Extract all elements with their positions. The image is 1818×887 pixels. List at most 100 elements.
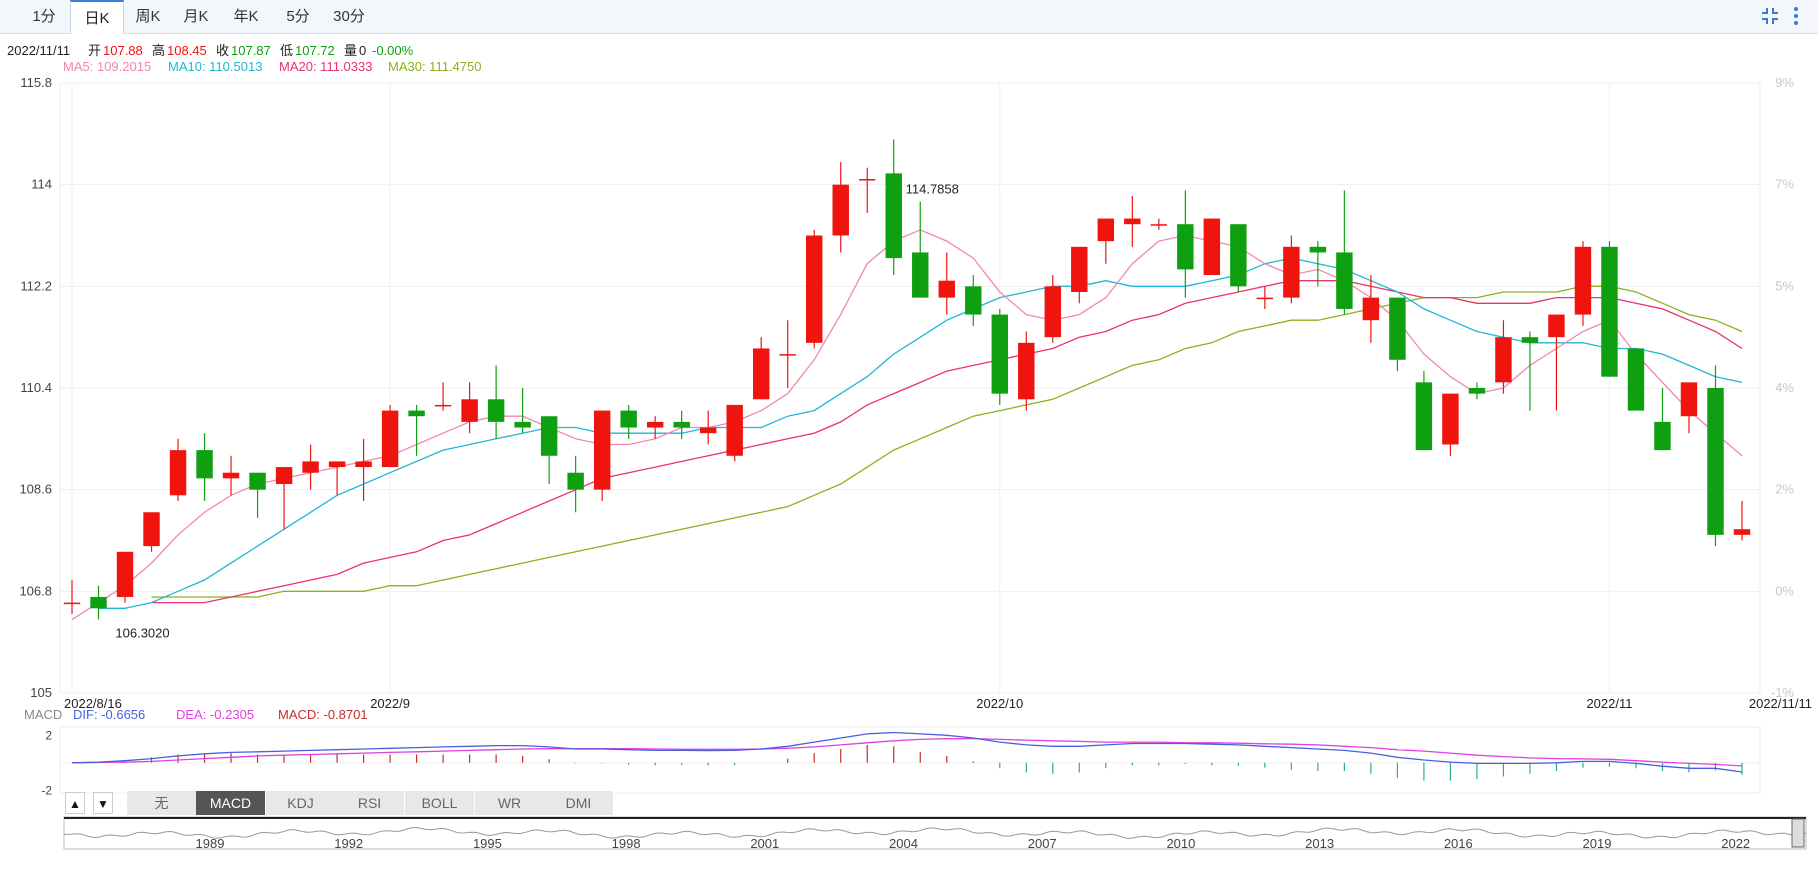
candle: [461, 382, 478, 434]
stock-chart[interactable]: 2022/11/11 开 107.88 高 108.45 收 107.87 低 …: [0, 35, 1818, 887]
price-tick-label: 106.8: [19, 583, 52, 598]
candle: [408, 404, 425, 456]
info-vol-label: 量: [344, 43, 357, 58]
candle: [1468, 382, 1486, 400]
candle: [222, 455, 240, 496]
candle-body: [1283, 246, 1300, 298]
indicator-none[interactable]: 无: [127, 791, 197, 815]
overview-year-label: 1989: [196, 836, 225, 851]
candle-body: [1177, 224, 1194, 270]
indicator-boll[interactable]: BOLL: [405, 791, 475, 815]
candle-body: [1044, 286, 1062, 338]
candle-body: [1680, 382, 1698, 417]
candle-body: [328, 461, 346, 468]
candle: [1362, 275, 1380, 343]
overview-year-label: 2022: [1721, 836, 1750, 851]
candle: [1203, 218, 1221, 276]
overview-year-label: 1998: [612, 836, 641, 851]
overview-year-label: 2016: [1444, 836, 1473, 851]
info-low-label: 低: [280, 43, 293, 58]
candle: [620, 404, 637, 439]
candle: [1230, 224, 1247, 292]
tab-yearly-k[interactable]: 年K: [233, 8, 259, 25]
overview-year-label: 2007: [1028, 836, 1057, 851]
tab-daily-k[interactable]: 日K: [70, 0, 124, 34]
tab-monthly-k[interactable]: 月K: [183, 8, 209, 25]
candle: [779, 320, 796, 388]
candle-body: [461, 399, 478, 422]
macd-tick-label: 2: [45, 728, 52, 742]
candle: [1071, 246, 1088, 304]
candle: [302, 444, 319, 490]
candle-body: [912, 252, 929, 298]
candle: [912, 201, 929, 298]
candle: [1627, 348, 1645, 411]
scroll-down-button[interactable]: ▼: [93, 792, 113, 814]
candle-body: [1548, 314, 1565, 338]
candle-body: [116, 551, 134, 597]
dif-line: [71, 731, 1743, 773]
candle: [567, 455, 584, 513]
more-options-icon[interactable]: [1794, 7, 1798, 25]
candle-body: [63, 602, 81, 605]
candle: [1177, 190, 1194, 298]
candle: [806, 229, 823, 349]
overview-year-label: 2010: [1166, 836, 1195, 851]
macd-tick-label: -2: [41, 783, 52, 797]
candle-body: [1230, 224, 1247, 287]
price-axis: 115.8 114 112.2 110.4 108.6 106.8 105: [19, 75, 52, 700]
candle-body: [1574, 246, 1592, 315]
percent-tick-label: -1%: [1771, 685, 1795, 700]
candle: [1336, 190, 1353, 315]
chart-grid: [59, 82, 1761, 694]
info-change: -0.00%: [372, 43, 414, 58]
indicator-macd[interactable]: MACD: [196, 791, 266, 815]
candle-body: [593, 410, 611, 490]
indicator-wr[interactable]: WR: [475, 791, 545, 815]
candle-body: [832, 184, 849, 236]
tab-1min[interactable]: 1分: [32, 8, 56, 25]
exit-fullscreen-icon[interactable]: [1762, 8, 1778, 24]
indicator-rsi[interactable]: RSI: [335, 791, 405, 815]
candle: [90, 585, 107, 620]
candle: [726, 404, 743, 462]
percent-tick-label: 7%: [1775, 177, 1794, 192]
candle-body: [1468, 388, 1486, 394]
candle-body: [408, 410, 425, 417]
tab-30min[interactable]: 30分: [333, 8, 365, 25]
date-tick-label: 2022/8/16: [64, 696, 122, 711]
tab-5min[interactable]: 5分: [286, 8, 310, 25]
candle-body: [143, 512, 160, 547]
scroll-up-button[interactable]: ▲: [65, 792, 85, 814]
candle: [832, 162, 849, 253]
date-axis: 2022/8/16 2022/9 2022/10 2022/11 2022/11/11: [64, 696, 1812, 711]
price-tick-label: 112.2: [20, 278, 52, 293]
overview-year-label: 1995: [473, 836, 502, 851]
indicator-kdj[interactable]: KDJ: [266, 791, 336, 815]
candle-body: [859, 179, 876, 181]
indicator-dmi[interactable]: DMI: [544, 791, 614, 815]
overview-navigator[interactable]: 1989 1992 1995 1998 2001 2004 2007 2010 2013 2016…: [63, 816, 1807, 851]
candle: [1044, 275, 1062, 343]
overview-year-label: 2013: [1305, 836, 1334, 851]
candle: [1521, 331, 1539, 411]
ma10-label: MA10: 110.5013: [168, 59, 262, 74]
price-tick-label: 110.4: [20, 380, 52, 395]
candle: [1654, 388, 1671, 451]
ma20-line: [151, 280, 1743, 604]
candle-body: [1707, 388, 1724, 535]
candle: [1309, 241, 1327, 287]
candle-body: [965, 286, 982, 315]
candle-body: [355, 461, 372, 468]
price-tick-label: 105: [30, 685, 52, 700]
candle: [196, 433, 213, 501]
candlesticks: [63, 139, 1751, 620]
ma30-line: [151, 285, 1743, 598]
candle: [1495, 320, 1512, 394]
candle: [249, 472, 266, 518]
overview-year-label: 2004: [889, 836, 918, 851]
candle: [965, 275, 982, 326]
percent-tick-label: 2%: [1775, 482, 1794, 497]
candle-body: [1733, 529, 1751, 535]
tab-weekly-k[interactable]: 周K: [135, 8, 161, 25]
